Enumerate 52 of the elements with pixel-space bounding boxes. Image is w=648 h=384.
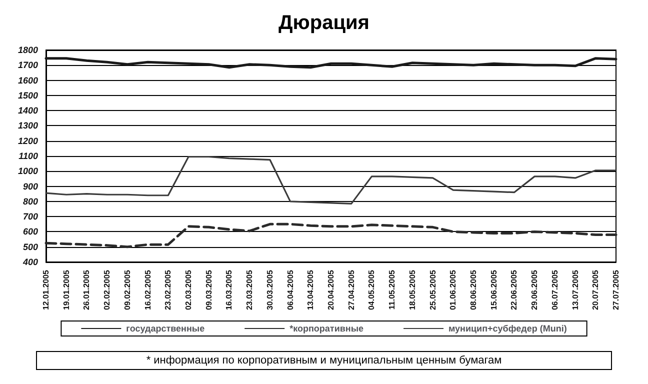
chart-title: Дюрация — [278, 12, 370, 34]
x-tick-label: 16.02.2005 — [143, 269, 152, 310]
y-tick-label: 1500 — [18, 90, 38, 100]
x-tick-label: 25.05.2005 — [428, 269, 438, 310]
x-tick-label: 22.06.2005 — [510, 269, 519, 310]
legend-label: государственные — [126, 324, 205, 334]
y-tick-label: 1300 — [18, 120, 38, 131]
x-tick-label: 30.03.2005 — [265, 269, 274, 310]
x-tick-label: 11.05.2005 — [388, 269, 397, 310]
line-series — [44, 222, 618, 248]
x-tick-label: 01.06.2005 — [448, 269, 458, 310]
y-tick-label: 1400 — [18, 106, 38, 116]
x-tick-label: 26.01.2005 — [82, 269, 92, 310]
y-tick-label: 1000 — [18, 166, 38, 176]
x-tick-label: 20.07.2005 — [591, 269, 600, 310]
y-tick-label: 1600 — [18, 75, 38, 86]
x-tick-label: 04.05.2005 — [367, 269, 376, 310]
x-tick-label: 19.01.2005 — [62, 269, 71, 310]
line-series — [44, 57, 618, 69]
legend-label: муницип+субфедер (Muni) — [448, 324, 567, 334]
y-tick-label: 1200 — [18, 136, 38, 146]
x-tick-label: 06.07.2005 — [550, 269, 560, 310]
y-tick-label: 400 — [22, 257, 38, 267]
x-tick-label: 13.04.2005 — [306, 269, 316, 310]
x-tick-label: 18.05.2005 — [408, 269, 417, 310]
line-series — [45, 156, 617, 204]
text: * информация по корпоративным и муниципальным ценным бумагам — [146, 354, 502, 366]
x-tick-label: 20.04.2005 — [326, 269, 336, 310]
x-tick-label: 29.06.2005 — [530, 269, 540, 310]
y-tick-label: 800 — [22, 196, 38, 206]
x-tick-label: 16.03.2005 — [224, 269, 234, 310]
y-tick-label: 1100 — [18, 151, 38, 161]
y-tick-label: 700 — [22, 212, 38, 222]
x-tick-label: 15.06.2005 — [489, 269, 498, 310]
x-tick-label: 09.03.2005 — [204, 269, 214, 310]
y-tick-label: 1800 — [18, 45, 38, 55]
x-tick-label: 27.04.2005 — [346, 269, 356, 310]
x-tick-label: 13.07.2005 — [570, 269, 580, 310]
x-tick-label: 23.02.2005 — [164, 269, 173, 310]
x-tick-label: 06.04.2005 — [286, 269, 295, 310]
y-tick-label: 500 — [22, 242, 38, 252]
legend-label: *корпоративные — [290, 324, 364, 334]
x-tick-label: 09.02.2005 — [122, 269, 132, 310]
x-tick-label: 02.02.2005 — [102, 269, 112, 310]
x-tick-label: 02.03.2005 — [184, 269, 193, 310]
y-tick-label: 900 — [22, 181, 38, 192]
y-tick-label: 1700 — [18, 60, 38, 70]
x-tick-label: 08.06.2005 — [469, 269, 478, 310]
x-tick-label: 12.01.2005 — [42, 269, 50, 310]
x-tick-label: 27.07.2005 — [612, 269, 620, 310]
x-tick-label: 23.03.2005 — [245, 269, 254, 310]
y-tick-label: 600 — [22, 226, 38, 237]
